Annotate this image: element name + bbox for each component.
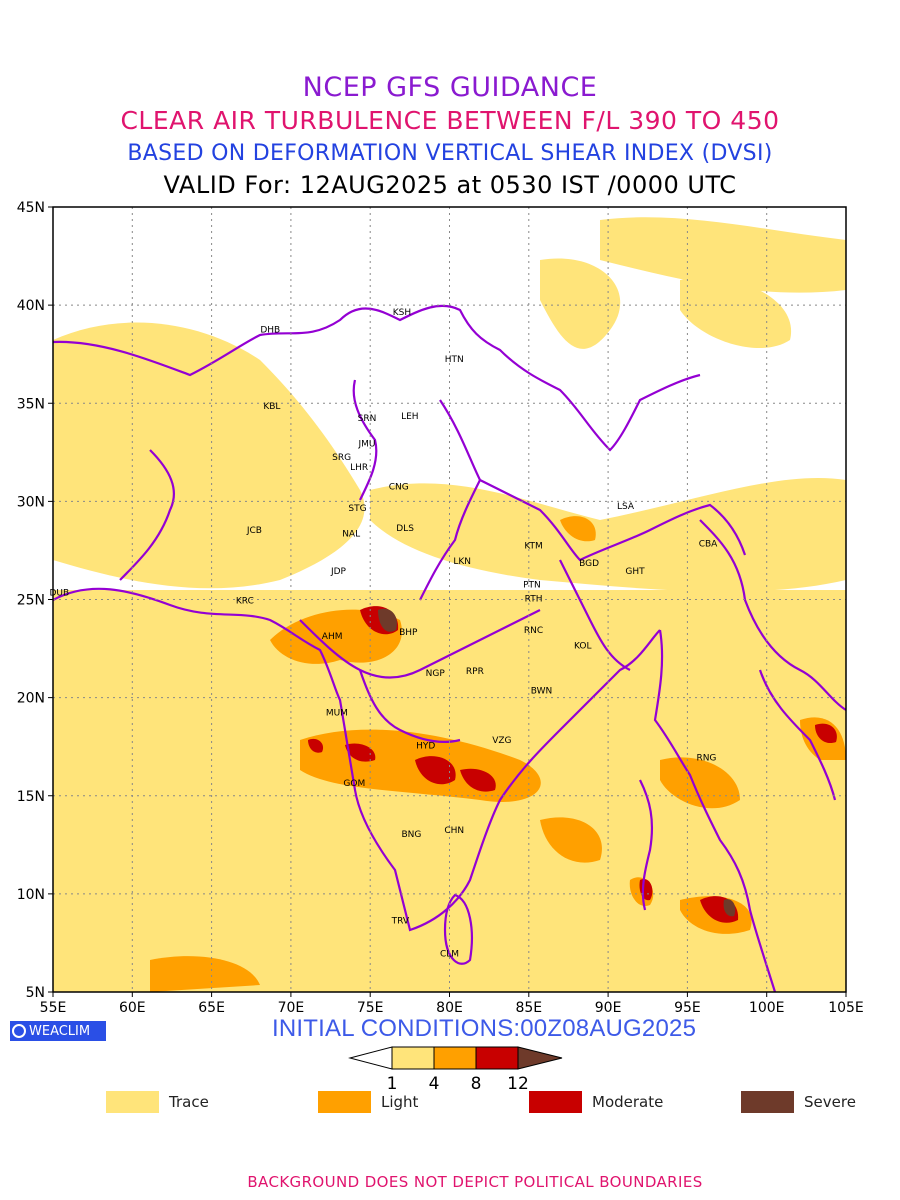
station-label-ptn: PTN xyxy=(523,581,541,591)
lon-tick-label: 105E xyxy=(828,1000,864,1016)
colorbar-segment-trace xyxy=(391,1046,435,1070)
boundary-lines xyxy=(53,304,846,992)
lat-tick-label: 40N xyxy=(17,298,45,314)
station-label-ktm: KTM xyxy=(524,541,542,551)
station-label-lhr: LHR xyxy=(350,463,368,473)
station-label-clm: CLM xyxy=(440,950,459,960)
station-label-trv: TRV xyxy=(391,916,410,926)
legend-severe-label: Severe xyxy=(804,1093,856,1111)
lat-tick-label: 30N xyxy=(17,494,45,510)
legend-severe: Severe xyxy=(741,1091,856,1113)
turbulence-fill-severe xyxy=(378,608,736,917)
station-label-stg: STG xyxy=(348,504,366,514)
footer-disclaimer: BACKGROUND DOES NOT DEPICT POLITICAL BOU… xyxy=(247,1173,703,1191)
station-label-leh: LEH xyxy=(401,412,418,422)
colorbar-tick-12: 12 xyxy=(507,1074,529,1094)
station-label-ksh: KSH xyxy=(393,308,411,318)
station-label-rpr: RPR xyxy=(466,667,484,677)
axis-ticks: 55E 60E 65E 70E 75E 80E 85E 90E 95E 100E 105E 5N 10N… xyxy=(17,200,864,1016)
legend-trace-label: Trace xyxy=(169,1093,209,1111)
title-line-2: CLEAR AIR TURBULENCE BETWEEN F/L 390 TO … xyxy=(120,106,780,135)
station-label-rth: RTH xyxy=(525,594,543,604)
station-label-lsa: LSA xyxy=(617,502,635,512)
station-label-mum: MUM xyxy=(326,708,348,718)
legend-moderate: Moderate xyxy=(529,1091,663,1113)
station-label-rnc: RNC xyxy=(524,626,543,636)
station-label-bwn: BWN xyxy=(531,687,553,697)
station-label-jdp: JDP xyxy=(330,567,347,577)
lat-tick-label: 5N xyxy=(26,985,45,1001)
station-label-htn: HTN xyxy=(445,355,464,365)
lon-tick-label: 65E xyxy=(198,1000,225,1016)
initial-conditions: INITIAL CONDITIONS:00Z08AUG2025 xyxy=(272,1015,697,1042)
lon-tick-label: 100E xyxy=(749,1000,785,1016)
lon-tick-label: 90E xyxy=(595,1000,622,1016)
station-label-jcb: JCB xyxy=(246,526,262,536)
lat-tick-label: 20N xyxy=(17,691,45,707)
legend-trace: Trace xyxy=(106,1091,209,1113)
lat-tick-label: 45N xyxy=(17,200,45,216)
legend-trace-swatch xyxy=(106,1091,159,1113)
station-label-krc: KRC xyxy=(236,596,254,606)
station-label-ght: GHT xyxy=(625,567,645,577)
lon-tick-label: 75E xyxy=(357,1000,384,1016)
lon-tick-label: 55E xyxy=(40,1000,67,1016)
legend-moderate-label: Moderate xyxy=(592,1093,664,1111)
colorbar: 1 4 8 12 xyxy=(348,1046,563,1094)
station-label-kol: KOL xyxy=(574,642,592,652)
title-line-3: BASED ON DEFORMATION VERTICAL SHEAR INDE… xyxy=(127,141,773,166)
lon-tick-label: 95E xyxy=(674,1000,701,1016)
station-label-vzg: VZG xyxy=(492,736,511,746)
colorbar-segment-light xyxy=(433,1046,477,1070)
colorbar-under-triangle xyxy=(348,1046,393,1070)
station-label-rng: RNG xyxy=(696,753,716,763)
legend-light: Light xyxy=(318,1091,418,1113)
station-label-kbl: KBL xyxy=(263,402,280,412)
station-label-chn: CHN xyxy=(444,826,464,836)
station-label-bgd: BGD xyxy=(579,559,599,569)
lat-tick-label: 15N xyxy=(17,789,45,805)
legend-severe-swatch xyxy=(741,1091,794,1113)
station-label-srg: SRG xyxy=(332,453,351,463)
station-label-ahm: AHM xyxy=(322,632,343,642)
lon-tick-label: 60E xyxy=(119,1000,146,1016)
legend-light-swatch xyxy=(318,1091,371,1113)
lat-tick-label: 25N xyxy=(17,593,45,609)
colorbar-tick-8: 8 xyxy=(471,1074,482,1094)
station-label-cba: CBA xyxy=(699,540,718,550)
station-label-srn: SRN xyxy=(358,414,377,424)
station-label-nal: NAL xyxy=(342,530,360,540)
station-label-dls: DLS xyxy=(396,524,414,534)
lat-tick-label: 35N xyxy=(17,396,45,412)
lon-tick-label: 80E xyxy=(436,1000,463,1016)
weaclim-logo-icon xyxy=(12,1024,26,1038)
station-label-lkn: LKN xyxy=(453,557,471,567)
station-label-dub: DUB xyxy=(49,589,69,599)
title-line-1: NCEP GFS GUIDANCE xyxy=(302,72,598,103)
station-label-ngp: NGP xyxy=(426,669,446,679)
grid-lines xyxy=(53,207,846,992)
lon-tick-label: 70E xyxy=(278,1000,305,1016)
station-label-hyd: HYD xyxy=(416,742,435,752)
weaclim-logo-text: WEACLIM xyxy=(29,1023,91,1039)
legend-light-label: Light xyxy=(381,1093,419,1111)
colorbar-tick-1: 1 xyxy=(387,1074,398,1094)
station-label-bhp: BHP xyxy=(399,628,418,638)
station-label-dhb: DHB xyxy=(260,326,280,336)
turbulence-map: 55E 60E 65E 70E 75E 80E 85E 90E 95E 100E 105E 5N 10N… xyxy=(17,200,864,1016)
colorbar-over-triangle xyxy=(517,1046,563,1070)
station-label-cng: CNG xyxy=(389,483,409,493)
lon-tick-label: 85E xyxy=(515,1000,542,1016)
station-label-jmu: JMU xyxy=(358,439,376,449)
legend-moderate-swatch xyxy=(529,1091,582,1113)
station-label-bng: BNG xyxy=(401,830,421,840)
colorbar-segment-moderate xyxy=(475,1046,519,1070)
valid-time-title: VALID For: 12AUG2025 at 0530 IST /0000 U… xyxy=(163,171,737,199)
weaclim-logo: WEACLIM xyxy=(10,1021,106,1041)
colorbar-tick-4: 4 xyxy=(429,1074,440,1094)
lat-tick-label: 10N xyxy=(17,887,45,903)
station-label-gom: GOM xyxy=(343,779,365,789)
